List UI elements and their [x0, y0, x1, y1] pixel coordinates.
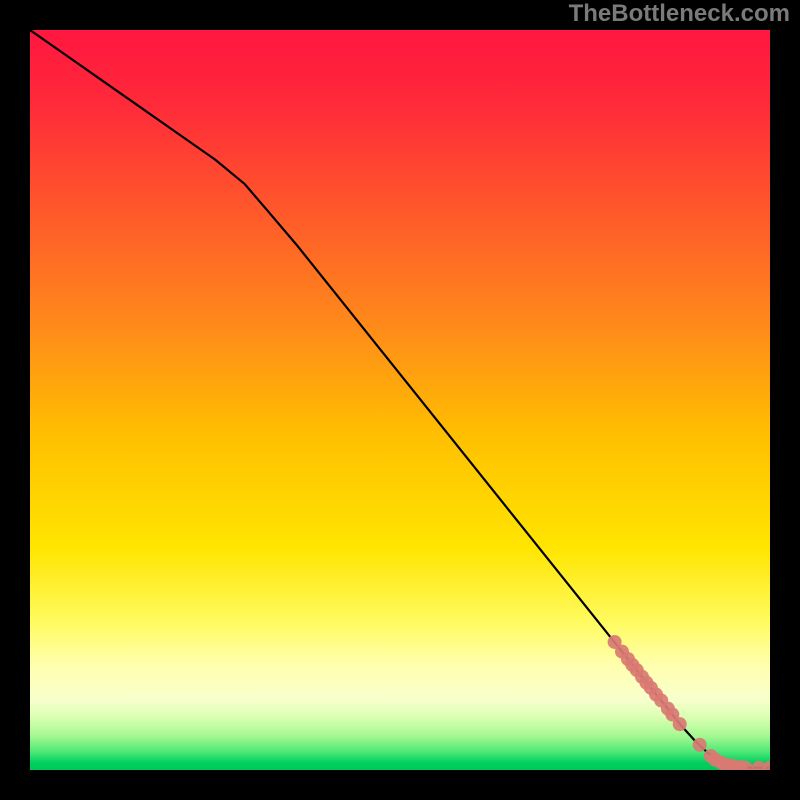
- bottleneck-chart: [30, 30, 770, 770]
- data-marker: [673, 717, 687, 731]
- gradient-background: [30, 30, 770, 770]
- data-marker: [693, 738, 707, 752]
- watermark-text: TheBottleneck.com: [569, 0, 790, 28]
